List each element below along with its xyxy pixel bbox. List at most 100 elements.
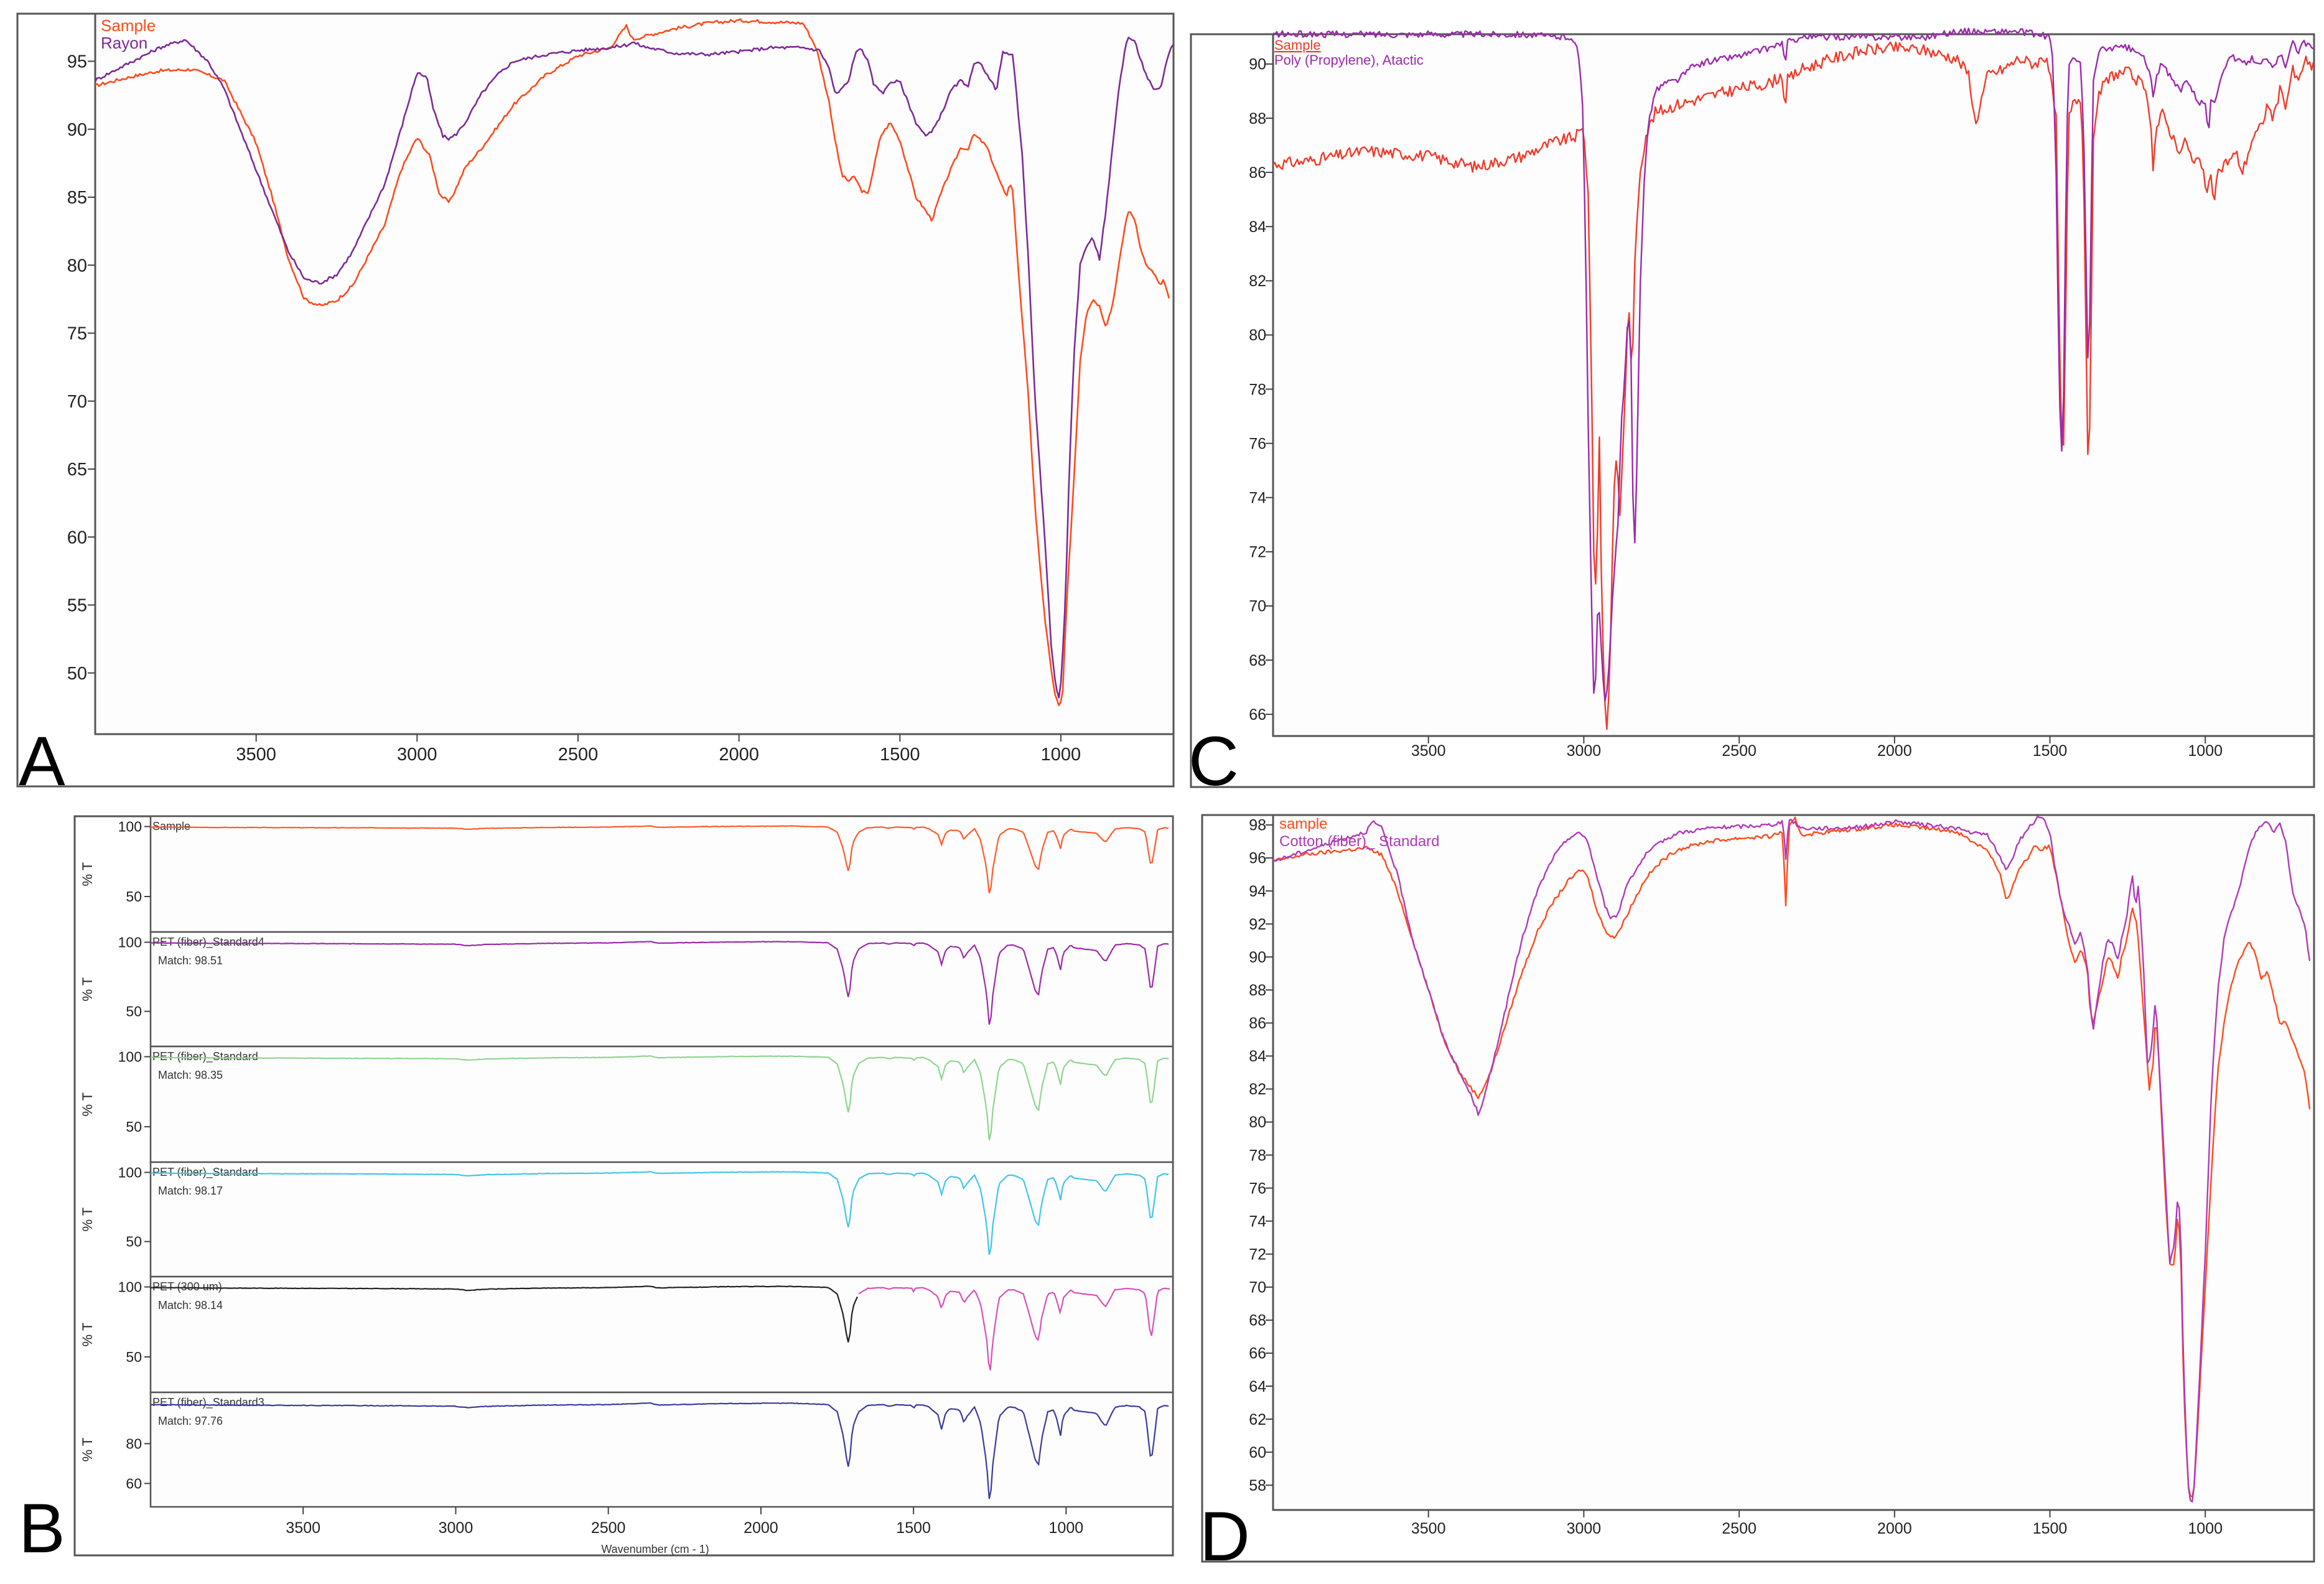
y-tick-label: 76 (1249, 1180, 1266, 1197)
panel-b-strip-area (149, 1391, 1174, 1508)
panel-b-match-score: Match: 98.35 (158, 1069, 223, 1081)
x-tick-label: 2000 (1877, 742, 1912, 760)
y-tick-label: 80 (67, 256, 87, 276)
panel-b-strip: 100 50 % T PET (fiber)_Standard Match: 98.35 (80, 1045, 1174, 1163)
y-tick-label: 72 (1249, 1246, 1266, 1264)
y-tick-label: 90 (1249, 56, 1266, 73)
panel-b-match-score: Match: 98.51 (158, 954, 223, 967)
panel-b-strip: 100 50 % T PET (300 um) Match: 98.14 (80, 1275, 1174, 1394)
x-tick-label: 3500 (1411, 742, 1446, 760)
series-line-3 (150, 1055, 1169, 1140)
y-tick-label: 70 (1249, 1279, 1266, 1297)
panel-d: 58 60 62 64 66 68 70 72 74 76 78 80 82 84 86 88 90 92 94 96… (1200, 814, 2315, 1575)
panel-b-strip-area (149, 815, 1174, 933)
y-tick-label: 68 (1249, 1312, 1266, 1330)
y-tick-label: 65 (67, 460, 87, 480)
y-tick-label: 85 (67, 188, 87, 208)
y-tick-label: 60 (67, 528, 87, 547)
panel-b-series-name: Sample (152, 820, 190, 832)
panel-b-letter: B (19, 1489, 65, 1567)
y-tick-label: 66 (1249, 706, 1266, 724)
x-tick-label: 3000 (439, 1519, 474, 1537)
panel-c: 66 68 70 72 74 76 78 80 82 84 86 88 90 3500 3000 2500 20… (1188, 27, 2315, 800)
panel-b-ylabel: % T (80, 862, 95, 887)
panel-c-letter: C (1188, 722, 1239, 800)
y-tick-label: 78 (1249, 381, 1266, 398)
panel-b-strip-area (149, 1161, 1174, 1278)
y-tick-label: 98 (1249, 817, 1266, 834)
y-tick-label: 62 (1249, 1411, 1266, 1428)
y-tick-label: 82 (1249, 1081, 1266, 1098)
panel-d-legend-sample: sample (1279, 816, 1327, 832)
series-line-1 (1272, 41, 2315, 730)
panel-a-legend-rayon: Rayon (101, 34, 147, 52)
y-tick-label: 50 (126, 1119, 142, 1135)
panel-b: 100 50 % T Sample 100 50 % T PET (fiber)_Standa… (19, 815, 1174, 1567)
x-tick-label: 2500 (558, 745, 599, 765)
x-tick-label: 1500 (2033, 742, 2068, 760)
panel-b-strip: 100 50 % T PET (fiber)_Standard4 Match: 98.5… (80, 931, 1174, 1048)
panel-b-series-name: PET (300 um) (152, 1280, 222, 1293)
panel-b-match-score: Match: 98.14 (158, 1299, 223, 1311)
x-tick-label: 1000 (2188, 1520, 2223, 1537)
y-tick-label: 68 (1249, 652, 1266, 669)
panel-b-strip-area (149, 1275, 1174, 1394)
y-tick-label: 86 (1249, 1015, 1266, 1032)
x-tick-label: 1500 (880, 745, 920, 765)
panel-b-strip-area (149, 931, 1174, 1048)
panel-b-strip: 100 50 % T PET (fiber)_Standard Match: 98.17 (80, 1161, 1174, 1278)
panel-c-legend-sample: Sample (1274, 37, 1321, 53)
y-tick-label: 100 (118, 1279, 142, 1295)
x-tick-label: 2500 (591, 1519, 626, 1537)
series-line-2 (94, 37, 1174, 699)
x-tick-label: 1500 (896, 1519, 931, 1537)
y-tick-label: 74 (1249, 489, 1266, 506)
y-tick-label: 90 (1249, 949, 1266, 966)
series-line-1 (95, 18, 1170, 707)
x-tick-label: 3500 (1411, 1520, 1446, 1537)
y-tick-label: 50 (67, 664, 87, 684)
x-tick-label: 2000 (719, 745, 759, 765)
y-tick-label: 55 (67, 596, 87, 616)
panel-a-letter: A (19, 722, 65, 800)
x-tick-label: 2500 (1722, 742, 1757, 760)
y-tick-label: 90 (67, 120, 87, 140)
y-tick-label: 60 (1249, 1444, 1266, 1461)
y-tick-label: 64 (1249, 1378, 1266, 1395)
y-tick-label: 78 (1249, 1147, 1266, 1164)
panel-a-legend-sample: Sample (101, 16, 156, 35)
panel-b-series-name: PET (fiber)_Standard (152, 1166, 258, 1179)
series-line-4 (150, 1171, 1169, 1256)
panel-b-ylabel: % T (80, 1438, 95, 1462)
y-tick-label: 92 (1249, 916, 1266, 933)
series-line-2 (1272, 27, 2314, 702)
panel-d-legend-cotton: Cotton (fiber)_ Standard (1279, 833, 1439, 850)
x-tick-label: 3000 (1567, 1520, 1602, 1537)
y-tick-label: 100 (118, 1049, 142, 1065)
x-tick-label: 3000 (1567, 742, 1602, 760)
y-tick-label: 96 (1249, 850, 1266, 867)
y-tick-label: 75 (67, 324, 87, 344)
y-tick-label: 84 (1249, 218, 1266, 236)
panel-c-legend-polypropylene: Poly (Propylene), Atactic (1274, 52, 1424, 68)
y-tick-label: 74 (1249, 1213, 1266, 1230)
y-tick-label: 50 (126, 1234, 142, 1250)
panel-c-plot-area (1272, 33, 2315, 737)
y-tick-label: 94 (1249, 883, 1266, 900)
panel-b-series-name: PET (fiber)_Standard3 (152, 1396, 264, 1409)
y-tick-label: 88 (1249, 110, 1266, 128)
y-tick-label: 100 (118, 819, 142, 835)
y-tick-label: 82 (1249, 273, 1266, 290)
y-tick-label: 60 (126, 1475, 142, 1491)
x-tick-label: 1000 (1049, 1519, 1084, 1537)
y-tick-label: 80 (1249, 1114, 1266, 1131)
panel-b-ylabel: % T (80, 977, 95, 1002)
x-tick-label: 3500 (286, 1519, 320, 1537)
panel-b-ylabel: % T (80, 1208, 95, 1232)
y-tick-label: 58 (1249, 1477, 1266, 1494)
x-tick-label: 3000 (397, 745, 437, 765)
panel-a: 50 55 60 65 70 75 80 85 90 95 3500 3000 2500 2000 1500… (16, 12, 1175, 800)
x-tick-label: 2500 (1722, 1520, 1757, 1537)
panel-b-xlabel: Wavenumber (cm - 1) (601, 1543, 709, 1555)
